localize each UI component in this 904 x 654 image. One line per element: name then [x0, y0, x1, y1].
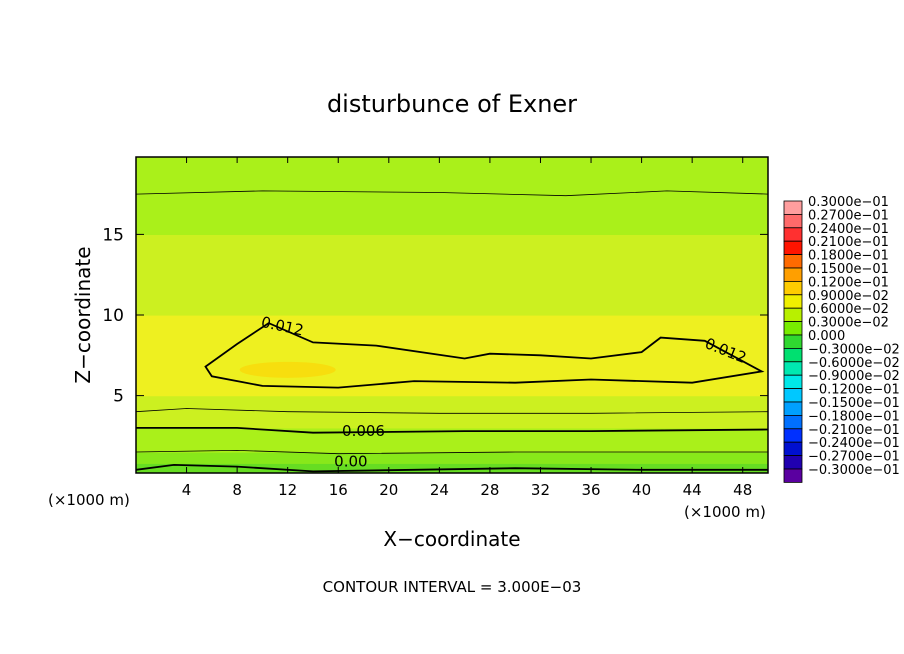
x-tick-label: 28: [480, 481, 499, 499]
colorbar-label: −0.1800e−01: [808, 409, 900, 424]
colorbar: 0.3000e−010.2700e−010.2400e−010.2100e−01…: [783, 195, 900, 483]
field-band: [136, 395, 768, 413]
x-tick-label: 20: [379, 481, 398, 499]
colorbar-label: −0.3000e−01: [808, 463, 900, 478]
colorbar-label: −0.1200e−01: [808, 383, 900, 398]
colorbar-swatch: [783, 468, 803, 483]
colorbar-swatch: [783, 347, 803, 363]
colorbar-label: 0.3000e−02: [808, 316, 889, 331]
colorbar-swatch: [783, 334, 803, 349]
field-band: [136, 440, 768, 453]
colorbar-swatch: [783, 294, 803, 309]
colorbar-label: −0.2400e−01: [808, 436, 900, 451]
y-axis-label: Z−coordinate: [71, 246, 95, 383]
x-axis-label: X−coordinate: [383, 527, 520, 551]
contour-line: [204, 322, 765, 389]
field-band: [136, 157, 768, 179]
color-field: [136, 157, 768, 473]
contour-line: [136, 449, 768, 455]
x-axis-ticks: 4 8 12 16 20 24 28 32 36 40 44 48: [182, 157, 752, 499]
colorbar-swatch: [783, 428, 803, 443]
contour-line: [136, 463, 768, 473]
contour-line: [136, 190, 768, 197]
colorbar-label: −0.2100e−01: [808, 423, 900, 438]
contour-label: 0.00: [334, 453, 367, 471]
colorbar-swatch: [783, 455, 803, 470]
colorbar-swatch: [783, 307, 803, 323]
x-tick-label: 8: [232, 481, 242, 499]
colorbar-label: 0.1200e−01: [808, 275, 889, 290]
colorbar-label: 0.2100e−01: [808, 235, 889, 250]
x-tick-label: 40: [632, 481, 651, 499]
field-band: [136, 358, 768, 373]
x-unit-right: (×1000 m): [684, 503, 766, 521]
colorbar-swatch: [783, 414, 803, 430]
field-band: [136, 371, 768, 384]
x-tick-label: 44: [683, 481, 702, 499]
colorbar-label: 0.1800e−01: [808, 249, 889, 264]
x-tick-label: 16: [329, 481, 348, 499]
field-band: [136, 234, 768, 268]
x-tick-label: 36: [581, 481, 600, 499]
x-tick-label: 48: [733, 481, 752, 499]
field-band: [136, 202, 768, 235]
colorbar-label: −0.2700e−01: [808, 450, 900, 465]
colorbar-swatch: [783, 388, 803, 403]
colorbar-swatch: [783, 213, 803, 229]
field-band: [136, 463, 768, 473]
colorbar-swatch: [783, 240, 803, 255]
colorbar-label: −0.6000e−02: [808, 356, 900, 371]
chart-title: disturbunce of Exner: [327, 90, 577, 118]
y-tick-label: 10: [102, 306, 124, 326]
x-tick-label: 4: [182, 481, 192, 499]
x-unit-left: (×1000 m): [48, 491, 130, 509]
contour-lines: [136, 190, 768, 473]
field-band: [136, 177, 768, 203]
colorbar-label: 0.3000e−01: [808, 195, 889, 210]
colorbar-swatch: [783, 361, 803, 376]
colorbar-label: 0.2700e−01: [808, 208, 889, 223]
contour-label: 0.006: [342, 422, 385, 440]
colorbar-swatch: [783, 441, 803, 457]
colorbar-label: 0.6000e−02: [808, 302, 889, 317]
contour-interval-footer: CONTOUR INTERVAL = 3.000E−03: [323, 578, 582, 596]
field-band: [136, 290, 768, 316]
y-tick-label: 5: [113, 387, 124, 407]
contour-line: [136, 427, 768, 434]
colorbar-label: 0.1500e−01: [808, 262, 889, 277]
colorbar-swatch: [783, 200, 803, 215]
colorbar-label: 0.000: [808, 329, 845, 344]
colorbar-label: 0.9000e−02: [808, 289, 889, 304]
y-tick-label: 15: [102, 225, 124, 245]
colorbar-swatch: [783, 401, 803, 416]
colorbar-label: −0.3000e−02: [808, 342, 900, 357]
x-tick-label: 32: [531, 481, 550, 499]
field-band: [136, 382, 768, 397]
colorbar-label: −0.1500e−01: [808, 396, 900, 411]
colorbar-swatch: [783, 321, 803, 336]
x-tick-label: 12: [278, 481, 297, 499]
colorbar-swatch: [783, 254, 803, 269]
contour-line: [136, 408, 768, 414]
colorbar-swatch: [783, 227, 803, 242]
x-tick-label: 24: [430, 481, 449, 499]
colorbar-swatch: [783, 267, 803, 282]
field-maximum: [239, 361, 336, 378]
field-band: [136, 315, 768, 340]
field-band: [136, 411, 768, 429]
colorbar-swatch: [783, 374, 803, 390]
colorbar-swatch: [783, 280, 803, 296]
colorbar-label: −0.9000e−02: [808, 369, 900, 384]
field-band: [136, 452, 768, 464]
y-axis-ticks: 5 10 15: [102, 225, 768, 407]
colorbar-label: 0.2400e−01: [808, 222, 889, 237]
field-band: [136, 266, 768, 292]
field-band: [136, 339, 768, 360]
